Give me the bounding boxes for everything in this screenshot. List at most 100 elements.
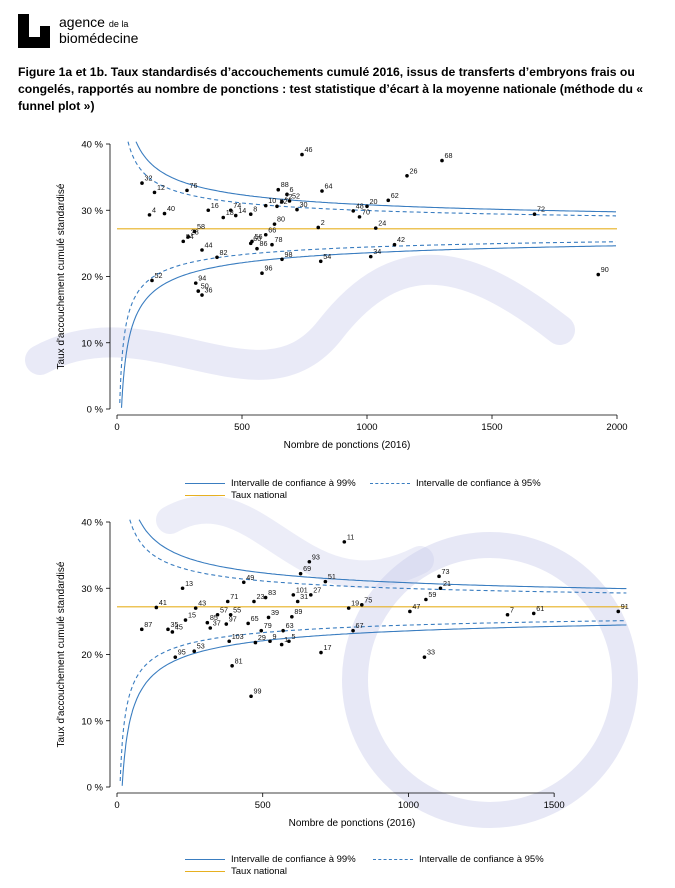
data-point xyxy=(228,208,233,213)
data-point xyxy=(318,259,323,264)
legend-item-national: Taux national xyxy=(185,490,287,501)
ci99-swatch xyxy=(185,482,225,484)
point-label: 19 xyxy=(351,599,359,608)
ci99-label: Intervalle de confiance à 99% xyxy=(231,854,356,865)
ci95-lower-curve xyxy=(119,241,617,404)
legend-item-ci95: Intervalle de confiance à 95% xyxy=(373,854,544,865)
legend-1a: Intervalle de confiance à 99% Intervalle… xyxy=(185,478,585,508)
point-label: 101 xyxy=(296,585,308,594)
data-point xyxy=(196,289,201,293)
ci95-swatch xyxy=(370,482,410,484)
point-label: 53 xyxy=(197,642,205,651)
point-label: 76 xyxy=(190,181,198,190)
x-tick-label: 1500 xyxy=(544,800,565,811)
data-point xyxy=(280,257,284,262)
data-point xyxy=(386,198,391,203)
y-tick-label: 10 % xyxy=(81,716,103,727)
data-point xyxy=(152,190,157,195)
point-label: 11 xyxy=(347,532,354,541)
point-label: 81 xyxy=(235,656,243,665)
x-tick-label: 2000 xyxy=(606,422,627,433)
point-label: 82 xyxy=(220,248,228,257)
point-label: 51 xyxy=(328,572,336,581)
point-label: 52 xyxy=(292,191,300,200)
point-label: 60 xyxy=(253,234,261,243)
data-point xyxy=(531,611,536,616)
data-point xyxy=(225,599,230,604)
point-label: 72 xyxy=(537,205,545,214)
data-point xyxy=(351,209,356,213)
data-point xyxy=(263,203,268,208)
data-point xyxy=(392,242,397,247)
point-label: 46 xyxy=(305,145,313,154)
point-label: 83 xyxy=(268,588,276,597)
ci95-swatch xyxy=(373,858,413,860)
point-label: 32 xyxy=(145,174,153,183)
data-point xyxy=(438,586,443,591)
data-point xyxy=(253,640,258,645)
point-label: 49 xyxy=(246,573,254,582)
data-point xyxy=(281,628,285,633)
y-axis-title: Taux d'accouchement cumulé standardisé xyxy=(56,561,67,747)
data-point xyxy=(193,281,198,285)
logo-mark-square xyxy=(40,26,50,37)
data-point xyxy=(263,595,268,600)
data-point xyxy=(206,208,211,213)
point-label: 65 xyxy=(251,614,259,623)
point-label: 68 xyxy=(445,151,453,160)
data-point xyxy=(270,242,274,247)
data-point xyxy=(154,605,159,610)
point-label: 23 xyxy=(256,592,264,601)
data-point xyxy=(275,204,279,209)
point-label: 96 xyxy=(265,264,273,273)
point-label: 13 xyxy=(185,579,193,588)
data-point xyxy=(215,612,220,617)
point-label: 37 xyxy=(213,619,221,628)
point-label: 45 xyxy=(175,622,183,631)
data-point xyxy=(365,204,369,209)
data-point xyxy=(228,612,233,617)
point-label: 15 xyxy=(188,611,196,620)
data-point xyxy=(279,642,284,647)
point-label: 4 xyxy=(152,205,156,214)
point-label: 16 xyxy=(211,201,219,210)
data-point xyxy=(276,187,281,192)
point-label: 99 xyxy=(254,687,262,696)
data-point xyxy=(260,271,264,275)
point-label: 64 xyxy=(325,182,333,191)
data-point xyxy=(422,655,427,659)
y-tick-label: 20 % xyxy=(81,272,103,283)
ci95-upper-curve xyxy=(129,519,627,594)
point-label: 58 xyxy=(197,222,205,231)
logo-text-line1: agence de la xyxy=(59,14,129,30)
data-point xyxy=(252,599,256,604)
data-point xyxy=(272,222,277,226)
data-point xyxy=(357,215,362,219)
data-point xyxy=(307,559,312,564)
point-label: 98 xyxy=(285,250,293,259)
data-point xyxy=(360,603,364,607)
data-point xyxy=(186,234,191,239)
data-point xyxy=(424,597,428,602)
point-label: 56 xyxy=(255,232,263,241)
point-label: 59 xyxy=(428,590,436,599)
point-label: 9 xyxy=(273,632,277,641)
data-point xyxy=(227,639,231,644)
data-point xyxy=(437,574,441,579)
point-label: 2 xyxy=(321,218,325,227)
point-label: 90 xyxy=(601,265,609,274)
data-point xyxy=(280,199,284,204)
data-point xyxy=(295,207,299,212)
ci99-label: Intervalle de confiance à 99% xyxy=(231,478,356,489)
legend-item-ci99: Intervalle de confiance à 99% xyxy=(185,854,356,865)
ci99-lower-curve xyxy=(120,245,616,408)
data-point xyxy=(221,215,226,220)
point-label: 54 xyxy=(323,252,331,261)
data-point xyxy=(193,606,198,610)
point-label: 48 xyxy=(356,201,364,210)
point-label: 75 xyxy=(364,595,372,604)
point-label: 1 xyxy=(284,635,288,644)
point-label: 40 xyxy=(167,204,175,213)
point-label: 22 xyxy=(285,192,293,201)
data-point xyxy=(285,192,289,197)
